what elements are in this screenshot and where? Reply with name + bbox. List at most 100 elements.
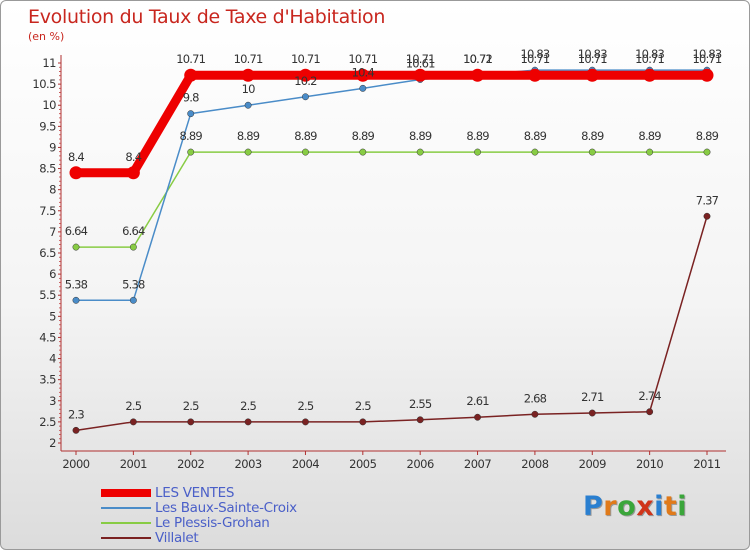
- logo-letter: r: [603, 491, 618, 522]
- y-tick-label: 11: [42, 56, 56, 70]
- data-label: 6.64: [122, 224, 145, 238]
- y-tick-label: 9: [49, 140, 56, 154]
- data-point: [241, 68, 255, 82]
- series-line: [71, 70, 712, 178]
- data-label: 8.4: [68, 150, 84, 164]
- data-label: 8.89: [180, 129, 203, 143]
- data-point: [531, 148, 539, 156]
- legend-label: Les Baux-Sainte-Croix: [155, 500, 297, 516]
- data-label: 9.8: [183, 91, 199, 105]
- data-label: 10.71: [635, 52, 664, 66]
- data-point: [302, 148, 309, 156]
- y-tick-label: 5: [49, 309, 56, 323]
- x-tick-label: 2007: [464, 457, 491, 471]
- data-point: [356, 68, 370, 82]
- data-label: 5.38: [65, 277, 88, 291]
- data-label: 8.4: [125, 150, 141, 164]
- chart-series-lines: [71, 69, 712, 432]
- data-label: 10.4: [352, 65, 375, 79]
- data-label: 8.89: [294, 129, 317, 143]
- data-point: [184, 68, 198, 82]
- y-tick-label: 4: [49, 352, 56, 366]
- y-tick-label: 10.5: [32, 77, 56, 91]
- x-tick-label: 2010: [636, 457, 663, 471]
- data-point: [413, 68, 427, 82]
- data-point: [531, 410, 539, 418]
- data-label: 10.71: [693, 52, 722, 66]
- data-point: [528, 68, 542, 82]
- y-tick-label: 8: [49, 183, 56, 197]
- y-tick-label: 5.5: [39, 288, 56, 302]
- data-point: [474, 413, 481, 421]
- chart-data-labels: 8.4 8.410.71 10.71 10.71 10.71 10.71 10.71 10.7…: [65, 47, 723, 421]
- data-point: [129, 296, 137, 304]
- x-tick-label: 2009: [579, 457, 606, 471]
- y-tick-label: 10: [42, 98, 56, 112]
- data-point: [72, 426, 80, 434]
- y-tick-label: 7: [49, 225, 56, 239]
- data-point: [72, 296, 80, 304]
- data-label: 2.68: [524, 391, 547, 405]
- data-point: [72, 243, 80, 251]
- data-point: [588, 148, 596, 156]
- data-label: 8.89: [638, 129, 661, 143]
- data-label: 10.71: [291, 52, 320, 66]
- x-tick-label: 2002: [177, 457, 204, 471]
- data-point: [302, 418, 309, 426]
- y-tick-label: 9.5: [39, 119, 56, 133]
- data-label: 2.74: [638, 389, 661, 403]
- data-label: 2.5: [298, 399, 314, 413]
- logo-letter: x: [636, 491, 655, 522]
- data-label: 10.83: [578, 47, 607, 61]
- data-label: 7.37: [696, 193, 719, 207]
- data-point: [643, 68, 657, 82]
- chart-markers: [69, 66, 714, 434]
- series-line: [75, 151, 708, 248]
- data-label: 8.89: [466, 129, 489, 143]
- x-tick-label: 2011: [693, 457, 720, 471]
- data-point: [646, 148, 654, 156]
- data-point: [129, 243, 137, 251]
- y-tick-label: 3.5: [39, 373, 56, 387]
- y-tick-label: 3: [49, 394, 56, 408]
- data-label: 2.5: [240, 399, 256, 413]
- data-point: [416, 148, 424, 156]
- data-label: 10.71: [176, 52, 205, 66]
- data-label: 10.71: [348, 52, 377, 66]
- data-label: 2.5: [183, 399, 199, 413]
- data-point: [244, 148, 252, 156]
- legend-swatch: [101, 522, 151, 524]
- legend-label: Villalet: [155, 530, 199, 546]
- legend-label: LES VENTES: [155, 485, 235, 501]
- legend-swatch: [101, 489, 151, 497]
- x-tick-label: 2004: [292, 457, 319, 471]
- data-label: 10.61: [406, 56, 435, 70]
- data-label: 2.5: [125, 399, 141, 413]
- logo-letter: i: [654, 491, 664, 522]
- x-tick-label: 2003: [234, 457, 261, 471]
- data-point: [646, 408, 654, 416]
- data-label: 8.89: [696, 129, 719, 143]
- data-point: [302, 93, 309, 101]
- x-tick-label: 2006: [407, 457, 434, 471]
- data-label: 5.38: [122, 277, 145, 291]
- data-point: [244, 101, 252, 109]
- series-line: [75, 69, 708, 302]
- data-label: 10.71: [520, 52, 549, 66]
- data-label: 2.3: [68, 407, 84, 421]
- data-label: 10.83: [520, 47, 549, 61]
- data-point: [585, 68, 599, 82]
- logo-letter: i: [677, 491, 688, 522]
- x-tick-label: 2005: [349, 457, 376, 471]
- data-label: 2.5: [355, 399, 371, 413]
- chart-subtitle: (en %): [28, 30, 65, 43]
- legend-label: Le Plessis-Grohan: [155, 515, 270, 531]
- data-label: 10.83: [635, 47, 664, 61]
- data-point: [703, 148, 711, 156]
- y-tick-label: 6: [49, 267, 56, 281]
- data-point: [187, 148, 195, 156]
- data-point: [471, 68, 485, 82]
- data-point: [126, 166, 140, 180]
- data-label: 6.64: [65, 224, 88, 238]
